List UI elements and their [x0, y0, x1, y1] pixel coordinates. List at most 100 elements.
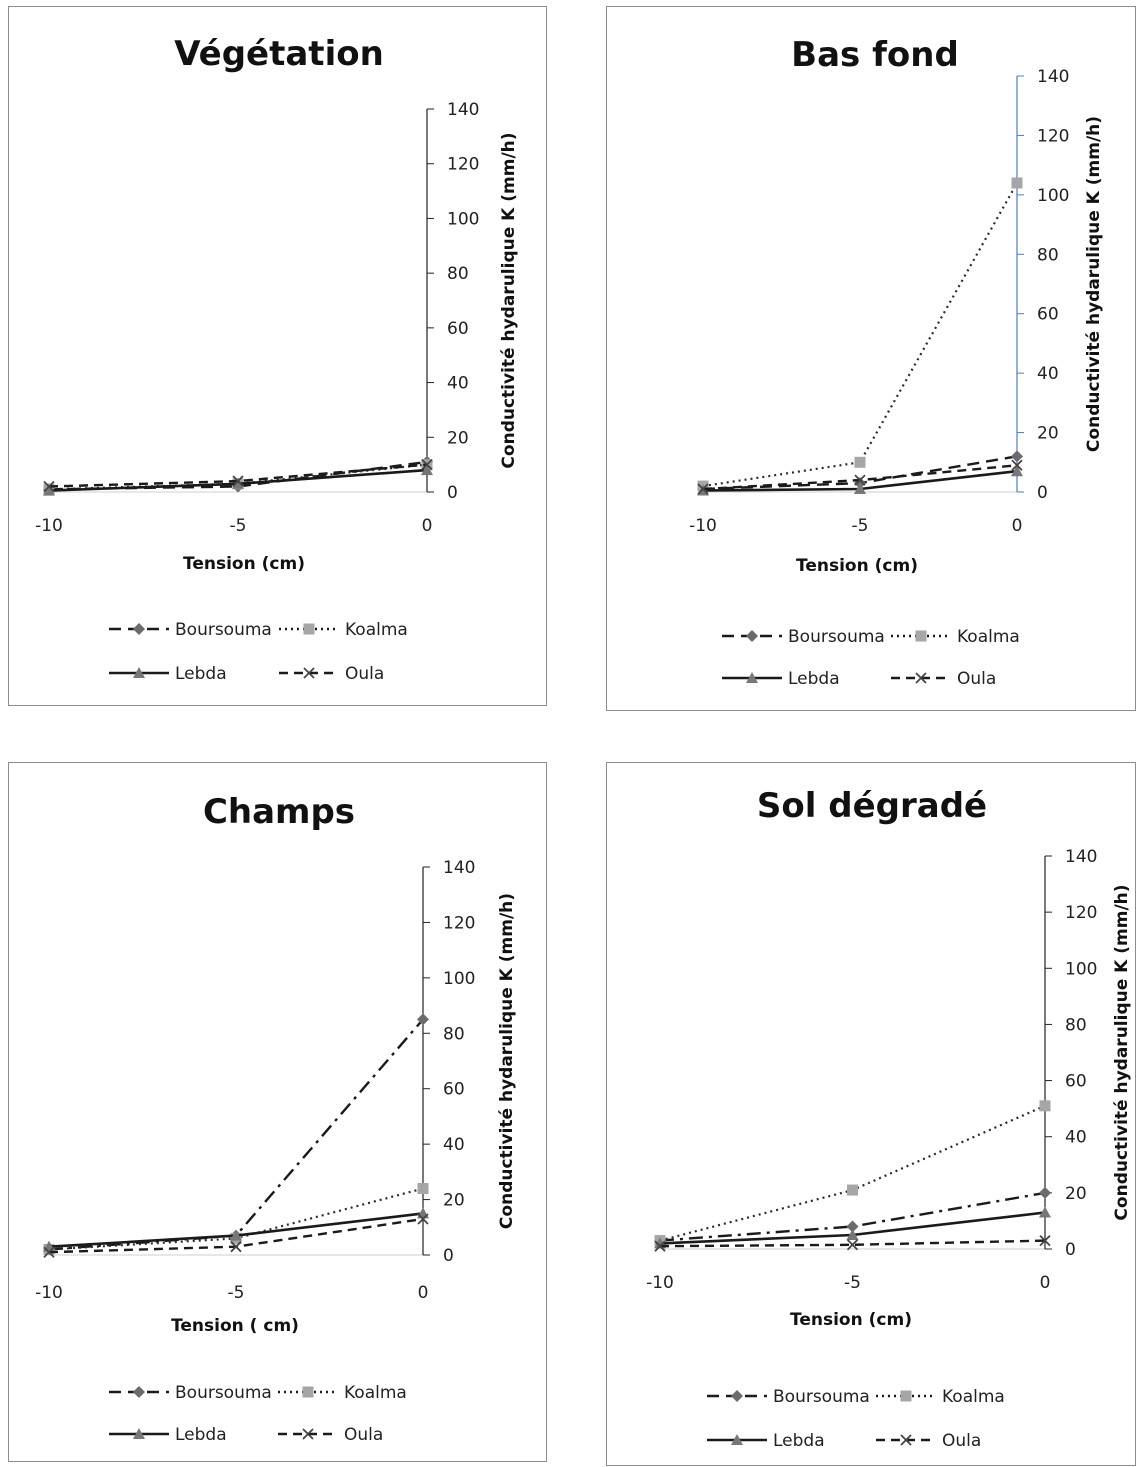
x-axis-label: Tension (cm) [183, 554, 305, 574]
legend-marker-koalma [303, 623, 315, 635]
chart-title: Végétation [174, 34, 384, 74]
x-tick-label: 0 [418, 1283, 429, 1303]
chart-svg: Sol dégradé 0 20 40 60 80 100 120 140 -10 -5 0 Tensi… [646, 786, 1132, 1451]
y-tick-label: 120 [443, 913, 475, 933]
legend-label-oula: Oula [957, 669, 996, 689]
legend-label-koalma: Koalma [344, 1383, 407, 1403]
chart-panel-bas-fond: Bas fond 0 20 40 60 80 100 120 140 -10 -5 0 Tension … [606, 6, 1136, 711]
data-point-boursouma [1011, 450, 1023, 463]
x-axis-label: Tension (cm) [790, 1310, 912, 1330]
data-point-lebda [1039, 1206, 1051, 1218]
legend-label-boursouma: Boursouma [773, 1387, 870, 1407]
y-tick-label: 20 [447, 428, 469, 448]
legend-marker-boursouma [133, 623, 145, 635]
legend-label-oula: Oula [345, 664, 384, 684]
x-tick-label: -5 [230, 516, 247, 536]
y-tick-label: 20 [1037, 424, 1059, 444]
chart-panel-sol-degrade: Sol dégradé 0 20 40 60 80 100 120 140 -10 -5 0 Tensi… [606, 762, 1136, 1466]
chart-title: Sol dégradé [757, 786, 987, 826]
x-axis-label: Tension (cm) [796, 556, 918, 576]
x-tick-label: -10 [689, 516, 717, 536]
x-tick-label: -10 [646, 1273, 674, 1293]
x-tick-label: -5 [852, 516, 869, 536]
chart-svg: Végétation 0 20 40 60 80 100 120 140 -10 -5 0 Tensio… [35, 34, 519, 684]
y-tick-label: 40 [1065, 1128, 1087, 1148]
series-line-boursouma [48, 1018, 424, 1251]
data-point-lebda [421, 464, 433, 476]
y-tick-label: 80 [1037, 245, 1059, 265]
x-tick-label: -5 [844, 1273, 861, 1293]
legend-label-boursouma: Boursouma [175, 620, 272, 640]
data-point-boursouma [417, 1013, 429, 1026]
x-tick-label: -10 [35, 1283, 63, 1303]
legend-label-lebda: Lebda [175, 664, 227, 684]
legend-marker-koalma [302, 1386, 314, 1398]
legend-marker-oula [302, 1428, 314, 1440]
legend-label-lebda: Lebda [788, 669, 840, 689]
chart-panel-vegetation: Végétation 0 20 40 60 80 100 120 140 -10 -5 0 Tensio… [8, 6, 547, 706]
x-axis-label: Tension ( cm) [171, 1316, 299, 1336]
legend-marker-lebda [731, 1434, 743, 1445]
x-tick-label: 0 [1012, 516, 1023, 536]
legend-marker-oula [900, 1434, 912, 1446]
legend-label-oula: Oula [344, 1425, 383, 1445]
legend-marker-oula [303, 667, 315, 679]
y-tick-label: 60 [447, 319, 469, 339]
y-tick-label: 100 [443, 969, 475, 989]
legend-marker-koalma [915, 630, 927, 642]
data-point-lebda [230, 1229, 242, 1241]
data-point-lebda [854, 483, 866, 495]
y-axis-label: Conductivité hydarulique K (mm/h) [1112, 884, 1132, 1220]
y-tick-label: 80 [443, 1024, 465, 1044]
legend-marker-lebda [133, 667, 145, 678]
data-point-oula [854, 474, 866, 486]
legend-marker-koalma [900, 1390, 912, 1402]
chart-panel-champs: Champs 0 20 40 60 80 100 120 140 -10 -5 0 Tension ( … [8, 762, 547, 1462]
data-point-oula [232, 475, 244, 487]
chart-title: Bas fond [791, 35, 959, 75]
data-point-oula [43, 1246, 55, 1258]
y-axis-label: Conductivité hydarulique K (mm/h) [499, 132, 519, 468]
y-tick-label: 0 [1065, 1240, 1076, 1260]
legend-marker-lebda [746, 672, 758, 683]
chart-svg: Champs 0 20 40 60 80 100 120 140 -10 -5 0 Tension ( … [35, 792, 517, 1445]
y-tick-label: 80 [1065, 1015, 1087, 1035]
y-tick-label: 60 [1037, 305, 1059, 325]
y-tick-label: 120 [1037, 126, 1069, 146]
y-tick-label: 40 [443, 1135, 465, 1155]
data-point-oula [43, 480, 55, 493]
chart-svg: Bas fond 0 20 40 60 80 100 120 140 -10 -5 0 Tension … [689, 35, 1104, 689]
data-point-lebda [43, 484, 55, 496]
legend-marker-boursouma [133, 1386, 145, 1398]
x-tick-label: -10 [35, 516, 63, 536]
y-tick-label: 140 [447, 100, 479, 120]
y-axis-label: Conductivité hydarulique K (mm/h) [1084, 116, 1104, 452]
legend-label-koalma: Koalma [942, 1387, 1005, 1407]
data-point-oula [417, 1213, 429, 1225]
legend-label-lebda: Lebda [175, 1425, 227, 1445]
data-point-lebda [846, 1228, 859, 1240]
data-point-boursouma [1039, 1186, 1051, 1199]
y-tick-label: 100 [447, 209, 479, 229]
series-line-koalma [702, 182, 1018, 488]
y-tick-label: 120 [447, 155, 479, 175]
data-point-boursouma [846, 1220, 859, 1233]
y-tick-label: 100 [1065, 959, 1097, 979]
y-tick-label: 100 [1037, 186, 1069, 206]
data-point-oula [230, 1241, 242, 1253]
data-point-oula [697, 483, 709, 495]
data-point-oula [1011, 459, 1023, 471]
data-point-koalma [854, 456, 866, 468]
data-point-oula [1039, 1234, 1051, 1247]
x-tick-label: -5 [228, 1283, 245, 1303]
legend-label-koalma: Koalma [957, 627, 1020, 647]
y-tick-label: 40 [447, 374, 469, 394]
data-point-lebda [232, 477, 244, 489]
data-point-koalma [847, 1184, 858, 1196]
y-tick-label: 0 [443, 1246, 454, 1266]
y-tick-label: 80 [447, 264, 469, 284]
y-tick-label: 140 [1037, 67, 1069, 87]
legend-marker-oula [915, 672, 927, 684]
data-point-lebda [1011, 465, 1023, 477]
legend-marker-boursouma [746, 630, 758, 642]
